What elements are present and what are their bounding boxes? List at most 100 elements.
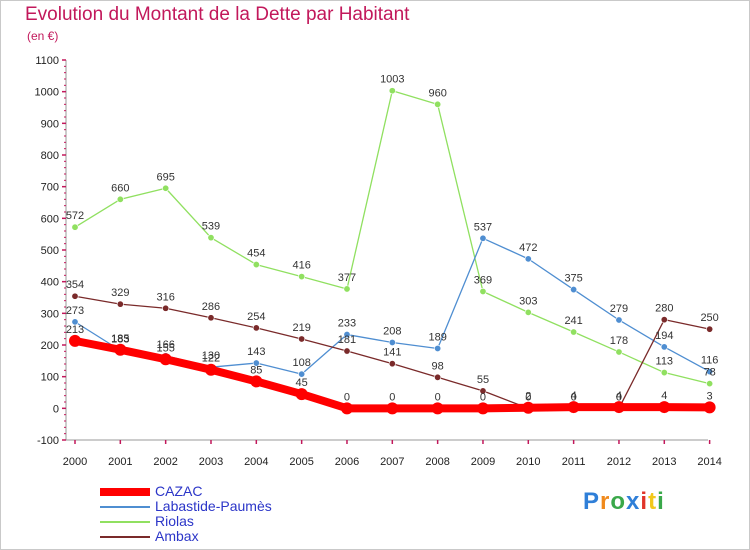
data-point-riolas — [660, 369, 668, 377]
legend-label: Ambax — [155, 528, 199, 544]
data-point-cazac — [340, 402, 353, 415]
data-point-cazac — [567, 401, 580, 414]
data-label: 960 — [428, 87, 446, 99]
data-label: 250 — [700, 312, 718, 324]
legend-swatch — [100, 487, 150, 496]
x-tick-label: 2002 — [153, 456, 177, 468]
data-point-cazac — [612, 401, 625, 414]
data-label: 208 — [383, 325, 401, 337]
data-point-cazac — [159, 353, 172, 366]
data-label: 279 — [610, 303, 628, 315]
x-tick-label: 2006 — [335, 456, 359, 468]
data-point-labastide-paum-s — [343, 331, 351, 339]
x-tick-label: 2010 — [516, 456, 540, 468]
data-point-riolas — [298, 273, 306, 281]
data-point-labastide-paum-s — [71, 318, 79, 326]
data-label: 122 — [202, 353, 220, 365]
y-tick-label: 800 — [41, 150, 59, 162]
y-tick-label: 500 — [41, 245, 59, 257]
data-label: 0 — [344, 391, 350, 403]
data-point-labastide-paum-s — [706, 368, 714, 376]
y-tick-label: 100 — [41, 372, 59, 384]
proxiti-logo: Proxiti — [583, 488, 665, 515]
data-label: 0 — [480, 391, 486, 403]
data-point-riolas — [207, 234, 215, 242]
data-point-labastide-paum-s — [615, 316, 623, 324]
data-point-labastide-paum-s — [660, 343, 668, 351]
data-label: 416 — [292, 260, 310, 272]
y-tick-label: 0 — [53, 403, 59, 415]
data-point-cazac — [114, 343, 127, 356]
data-point-riolas — [252, 261, 260, 269]
x-tick-label: 2000 — [63, 456, 87, 468]
data-label: 213 — [66, 324, 84, 336]
data-point-cazac — [522, 401, 535, 414]
data-point-ambax — [479, 387, 487, 395]
x-tick-label: 2013 — [652, 456, 676, 468]
data-label: 303 — [519, 295, 537, 307]
data-point-cazac — [386, 402, 399, 415]
data-point-labastide-paum-s — [298, 370, 306, 378]
data-label: 183 — [111, 333, 129, 345]
legend-label: Labastide-Paumès — [155, 498, 272, 514]
data-point-riolas — [434, 100, 442, 108]
data-label: 0 — [571, 391, 577, 403]
data-label: 181 — [338, 334, 356, 346]
data-label: 4 — [571, 390, 577, 402]
data-point-ambax — [706, 325, 714, 333]
x-tick-label: 2001 — [108, 456, 132, 468]
data-point-riolas — [479, 287, 487, 295]
x-tick-label: 2011 — [562, 456, 586, 468]
data-label: 0 — [616, 391, 622, 403]
data-point-ambax — [298, 335, 306, 343]
data-label: 130 — [202, 350, 220, 362]
data-label: 472 — [519, 242, 537, 254]
data-point-riolas — [706, 380, 714, 388]
y-tick-label: 900 — [41, 118, 59, 130]
data-point-ambax — [343, 347, 351, 355]
data-label: 219 — [292, 322, 310, 334]
data-label: 0 — [525, 391, 531, 403]
data-label: 329 — [111, 287, 129, 299]
data-point-cazac — [204, 363, 217, 376]
data-label: 155 — [156, 342, 174, 354]
y-tick-label: 200 — [41, 340, 59, 352]
data-point-ambax — [207, 314, 215, 322]
data-point-ambax — [660, 316, 668, 324]
data-label: 286 — [202, 301, 220, 313]
data-label: 572 — [66, 210, 84, 222]
data-label: 0 — [435, 391, 441, 403]
legend-label: CAZAC — [155, 483, 203, 499]
data-point-riolas — [71, 223, 79, 231]
data-point-riolas — [343, 285, 351, 293]
data-label: 1003 — [380, 74, 404, 86]
data-label: 55 — [477, 374, 489, 386]
y-tick-label: -100 — [37, 435, 59, 447]
data-label: 369 — [474, 274, 492, 286]
data-label: 4 — [661, 390, 667, 402]
data-label: 108 — [292, 357, 310, 369]
data-point-riolas — [388, 87, 396, 95]
data-label: 98 — [432, 360, 444, 372]
x-tick-label: 2008 — [425, 456, 449, 468]
x-tick-label: 2005 — [289, 456, 313, 468]
data-label: 280 — [655, 303, 673, 315]
data-point-riolas — [116, 195, 124, 203]
data-label: 539 — [202, 221, 220, 233]
data-label: 143 — [247, 346, 265, 358]
data-point-cazac — [69, 334, 81, 347]
data-point-riolas — [524, 308, 532, 316]
y-tick-label: 700 — [41, 182, 59, 194]
data-label: 116 — [701, 355, 719, 367]
data-label: 316 — [156, 291, 174, 303]
legend-swatch — [100, 535, 150, 538]
data-point-cazac — [295, 388, 308, 401]
data-label: 354 — [66, 279, 84, 291]
data-label: 375 — [564, 273, 582, 285]
data-point-labastide-paum-s — [434, 344, 442, 352]
data-point-ambax — [116, 300, 124, 308]
x-tick-label: 2009 — [471, 456, 495, 468]
